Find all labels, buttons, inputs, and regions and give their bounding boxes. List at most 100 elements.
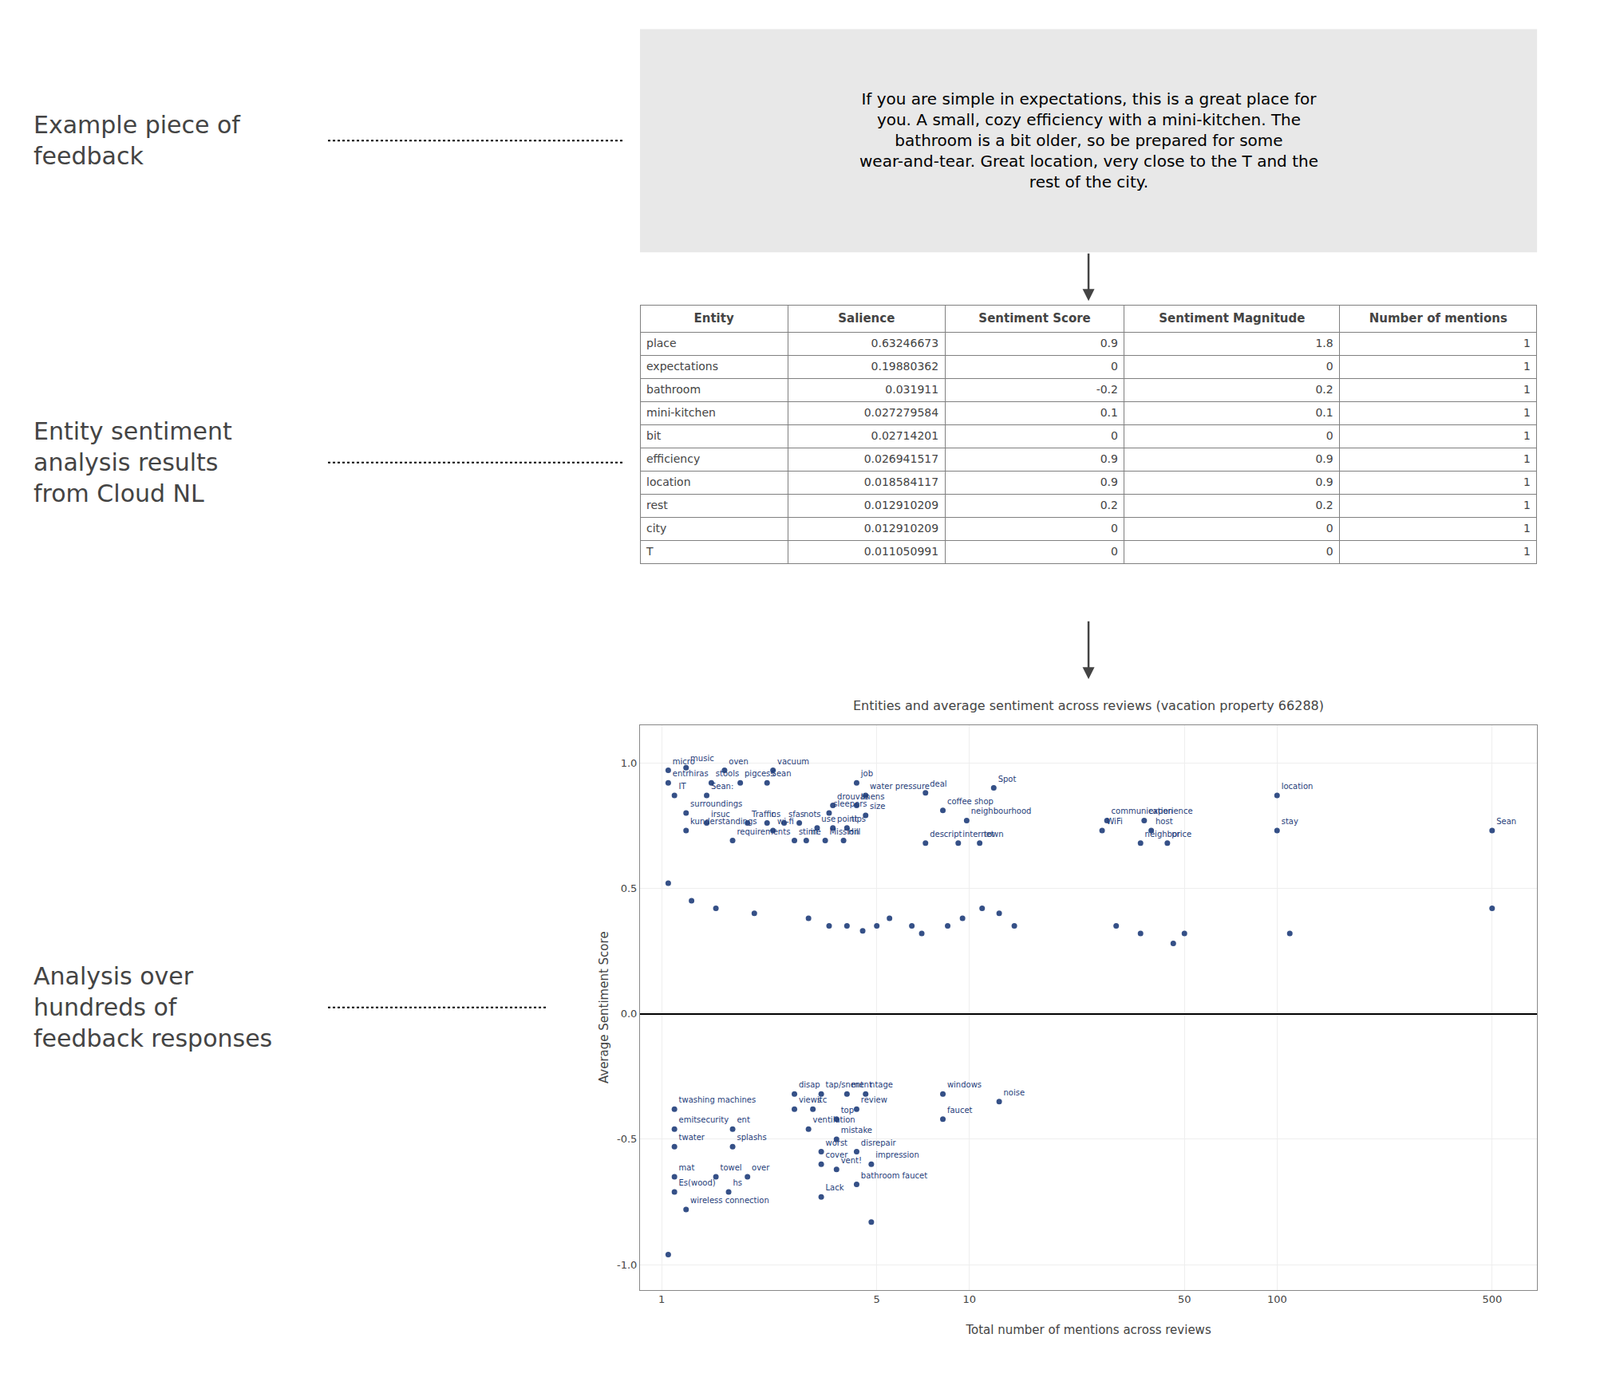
svg-text:-0.5: -0.5 [616, 1133, 637, 1146]
svg-text:1: 1 [1523, 359, 1531, 373]
svg-text:0.1: 0.1 [1100, 406, 1119, 419]
svg-text:0.1: 0.1 [1315, 406, 1333, 419]
svg-text:water pressure: water pressure [869, 782, 930, 791]
svg-text:ntage: ntage [869, 1080, 893, 1090]
svg-text:Sean: Sean [771, 769, 792, 779]
svg-text:noise: noise [1003, 1088, 1025, 1098]
svg-text:nots: nots [803, 809, 822, 819]
svg-text:Entities and average sentiment: Entities and average sentiment across re… [853, 698, 1324, 714]
svg-text:IT: IT [679, 782, 688, 791]
svg-text:0: 0 [1326, 429, 1334, 443]
svg-text:point: point [837, 814, 858, 824]
svg-text:-0.2: -0.2 [1096, 383, 1119, 396]
svg-text:Entity: Entity [694, 311, 735, 326]
svg-text:Salience: Salience [837, 311, 895, 326]
svg-text:mini-kitchen: mini-kitchen [646, 406, 716, 419]
svg-text:requirements: requirements [736, 827, 791, 837]
svg-text:1: 1 [1523, 475, 1531, 489]
svg-text:hs: hs [732, 1178, 743, 1188]
svg-text:T: T [645, 545, 654, 558]
svg-text:Number of mentions: Number of mentions [1369, 311, 1508, 326]
svg-text:kunderstandings: kunderstandings [690, 817, 757, 826]
svg-text:0: 0 [1326, 521, 1334, 535]
svg-text:place: place [646, 336, 677, 350]
svg-text:1: 1 [1523, 521, 1531, 535]
svg-text:1.0: 1.0 [620, 757, 638, 770]
svg-text:1: 1 [1523, 452, 1531, 466]
svg-text:size: size [869, 801, 885, 811]
svg-text:sleepers: sleepers [833, 799, 867, 809]
svg-text:10: 10 [962, 1293, 976, 1306]
svg-text:0.012910209: 0.012910209 [864, 498, 940, 512]
svg-text:ent: ent [736, 1115, 750, 1125]
svg-text:1: 1 [1523, 545, 1531, 558]
svg-text:deal: deal [929, 779, 947, 789]
svg-text:Traffic: Traffic [750, 809, 776, 819]
svg-text:Entity sentimentanalysis resul: Entity sentimentanalysis resultsfrom Clo… [33, 417, 233, 508]
svg-text:0.9: 0.9 [1100, 452, 1119, 466]
svg-text:price: price [1171, 829, 1192, 839]
svg-text:city: city [646, 521, 667, 535]
svg-text:Lack: Lack [825, 1183, 844, 1193]
svg-text:Mission: Mission [829, 827, 859, 837]
svg-text:stime: stime [798, 827, 822, 837]
svg-text:mat: mat [679, 1163, 696, 1173]
svg-text:1.8: 1.8 [1315, 336, 1333, 350]
svg-text:disap: disap [798, 1080, 821, 1090]
svg-text:Sentiment Magnitude: Sentiment Magnitude [1158, 311, 1305, 326]
svg-text:0.011050991: 0.011050991 [864, 545, 940, 558]
svg-text:impression: impression [875, 1150, 920, 1160]
svg-text:1: 1 [1523, 498, 1531, 512]
svg-text:rest: rest [646, 498, 668, 512]
svg-text:0: 0 [1326, 359, 1334, 373]
svg-text:in: in [810, 827, 818, 837]
svg-text:Analysis overhundreds offeedba: Analysis overhundreds offeedback respons… [33, 962, 273, 1053]
svg-text:0: 0 [1110, 429, 1119, 443]
svg-text:0.19880362: 0.19880362 [871, 359, 940, 373]
svg-text:Spot: Spot [998, 774, 1017, 784]
svg-text:review: review [861, 1095, 888, 1105]
svg-text:surroundings: surroundings [690, 799, 743, 809]
svg-text:1: 1 [1523, 406, 1531, 419]
svg-text:coffee shop: coffee shop [947, 797, 994, 806]
svg-text:efficiency: efficiency [646, 452, 700, 466]
svg-text:cover: cover [825, 1150, 849, 1160]
svg-text:towel: towel [719, 1163, 742, 1173]
svg-text:experience: experience [1148, 807, 1193, 817]
svg-text:0.027279584: 0.027279584 [864, 406, 940, 419]
svg-text:0.026941517: 0.026941517 [864, 452, 940, 466]
svg-text:twater: twater [679, 1133, 706, 1142]
svg-text:location: location [1281, 782, 1314, 791]
svg-text:Average Sentiment Score: Average Sentiment Score [596, 931, 612, 1084]
svg-text:If you are simple in expectati: If you are simple in expectations, this … [859, 89, 1319, 192]
svg-text:twashing machines: twashing machines [679, 1095, 757, 1105]
svg-text:splashs: splashs [736, 1133, 767, 1142]
svg-text:0.2: 0.2 [1100, 498, 1119, 512]
svg-text:0.63246673: 0.63246673 [871, 336, 940, 350]
svg-text:0.9: 0.9 [1100, 475, 1119, 489]
svg-text:tips: tips [851, 814, 866, 824]
svg-text:itc: itc [817, 1095, 827, 1105]
svg-text:0: 0 [1110, 521, 1119, 535]
svg-text:Total number of mentions acros: Total number of mentions across reviews [964, 1323, 1211, 1338]
svg-text:entrhiras: entrhiras [672, 769, 709, 779]
svg-text:50: 50 [1177, 1293, 1192, 1306]
svg-text:bit: bit [646, 429, 662, 443]
svg-text:Hill: Hill [847, 827, 861, 837]
svg-text:0.018584117: 0.018584117 [864, 475, 940, 489]
svg-text:500: 500 [1481, 1293, 1502, 1306]
svg-text:0.031911: 0.031911 [884, 383, 939, 396]
svg-text:oven: oven [728, 757, 749, 767]
svg-text:drouvas: drouvas [837, 792, 870, 802]
svg-text:0.9: 0.9 [1315, 475, 1333, 489]
svg-text:neighbourhood: neighbourhood [971, 807, 1032, 817]
svg-text:0.2: 0.2 [1315, 498, 1333, 512]
svg-text:mistake: mistake [841, 1125, 873, 1135]
svg-text:stay: stay [1281, 817, 1299, 826]
svg-text:0: 0 [1110, 359, 1119, 373]
svg-text:linens: linens [861, 792, 885, 802]
svg-text:vent!: vent! [841, 1156, 862, 1166]
svg-text:1: 1 [1523, 383, 1531, 396]
svg-text:Sentiment Score: Sentiment Score [978, 311, 1091, 326]
svg-text:Example piece offeedback: Example piece offeedback [33, 110, 241, 170]
